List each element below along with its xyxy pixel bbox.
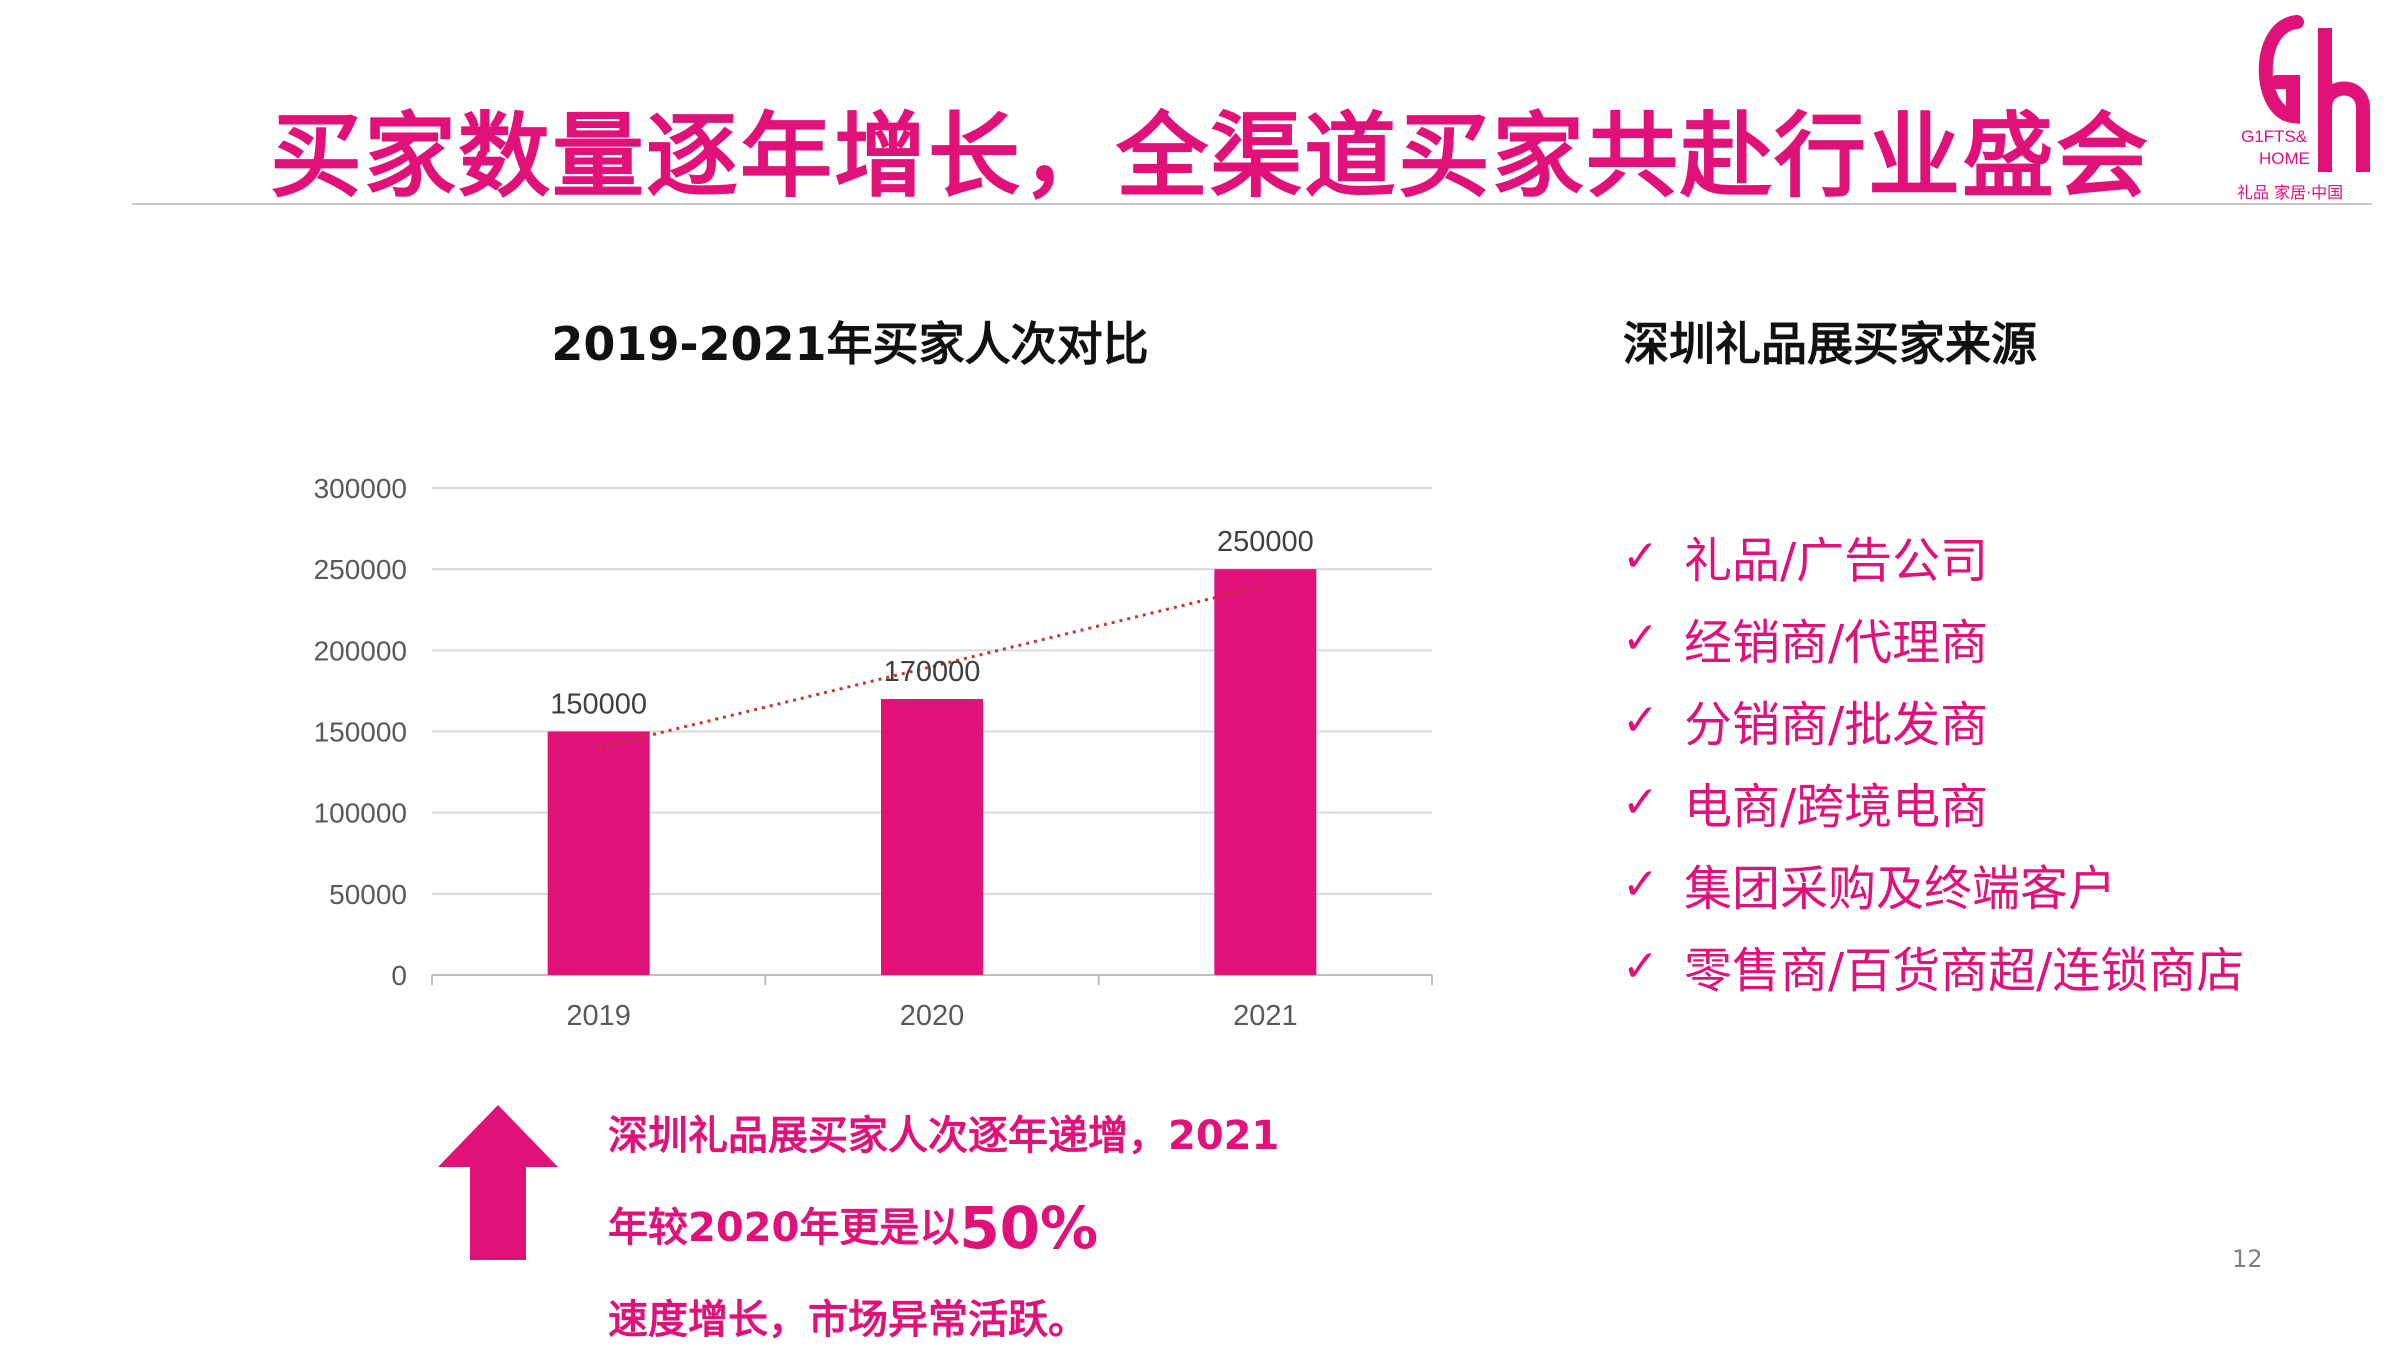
trendline: [598, 583, 1266, 750]
logo-text-home: HOME: [2259, 149, 2310, 168]
check-icon: ✓: [1622, 776, 1659, 828]
bar-2021: [1214, 569, 1317, 975]
x-axis-ticks: 2019 2020 2021: [566, 1000, 1297, 1032]
check-icon: ✓: [1622, 612, 1659, 664]
chart-data-labels: 150000 170000 250000: [550, 526, 1313, 720]
data-label: 250000: [1217, 526, 1314, 558]
source-item-label: 集团采购及终端客户: [1684, 861, 2117, 917]
y-tick-label: 0: [391, 960, 407, 991]
source-item: ✓ 分销商/批发商: [1622, 679, 2244, 761]
logo-text-chinese: 礼品 家居·中国: [2237, 183, 2343, 202]
title-divider: [132, 203, 2372, 205]
source-item: ✓ 电商/跨境电商: [1622, 761, 2244, 843]
growth-note: 深圳礼品展买家人次逐年递增，2021 年较2020年更是以 50% 速度增长，市场…: [608, 1090, 1308, 1366]
y-tick-label: 200000: [314, 635, 407, 666]
note-line-2: 年较2020年更是以 50%: [608, 1182, 1308, 1274]
source-item-label: 经销商/代理商: [1684, 615, 1989, 671]
bar-2020: [881, 699, 983, 975]
check-icon: ✓: [1622, 940, 1659, 992]
sources-title: 深圳礼品展买家来源: [1623, 317, 2037, 371]
gifts-home-logo-icon: G1FTS& HOME 礼品 家居·中国: [2237, 15, 2370, 202]
data-label: 170000: [884, 656, 981, 688]
slide-title: 买家数量逐年增长，全渠道买家共赴行业盛会: [270, 103, 2151, 210]
note-line-2-text: 年较2020年更是以: [608, 1205, 960, 1251]
x-tick-label: 2019: [566, 1000, 631, 1032]
y-tick-label: 50000: [329, 879, 407, 910]
logo-text-gifts: G1FTS&: [2241, 127, 2308, 146]
source-item-label: 礼品/广告公司: [1684, 533, 1989, 589]
chart-bars: [547, 569, 1317, 975]
chart-title: 2019-2021年买家人次对比: [551, 317, 1149, 371]
x-tick-label: 2021: [1233, 1000, 1298, 1032]
source-item-label: 零售商/百货商超/连锁商店: [1684, 943, 2245, 999]
x-tick-label: 2020: [900, 1000, 965, 1032]
bar-2019: [547, 731, 650, 975]
chart-trendline: [598, 583, 1266, 750]
buyers-bar-chart: 0 50000 100000 150000 200000 250000 300000 150…: [314, 473, 1433, 1032]
y-tick-label: 250000: [314, 554, 407, 585]
y-tick-label: 300000: [314, 473, 407, 504]
source-item-label: 分销商/批发商: [1684, 697, 1989, 753]
source-item: ✓ 经销商/代理商: [1622, 597, 2244, 679]
source-item: ✓ 集团采购及终端客户: [1622, 843, 2244, 925]
buyer-source-list: ✓ 礼品/广告公司 ✓ 经销商/代理商 ✓ 分销商/批发商 ✓ 电商/跨境电商 ✓ 集团采购及终端…: [1622, 515, 2244, 1007]
up-arrow-icon: [438, 1105, 558, 1260]
data-label: 150000: [550, 689, 647, 721]
growth-rate: 50%: [959, 1194, 1099, 1262]
source-item: ✓ 礼品/广告公司: [1622, 515, 2244, 597]
y-axis-ticks: 0 50000 100000 150000 200000 250000 300000: [314, 473, 407, 991]
note-line-3: 速度增长，市场异常活跃。: [608, 1297, 1088, 1343]
y-tick-label: 100000: [314, 798, 407, 829]
check-icon: ✓: [1622, 530, 1659, 582]
source-item: ✓ 零售商/百货商超/连锁商店: [1622, 925, 2244, 1007]
check-icon: ✓: [1622, 694, 1659, 746]
note-line-1: 深圳礼品展买家人次逐年递增，2021: [608, 1113, 1280, 1159]
page-number: 12: [2232, 1245, 2263, 1273]
source-item-label: 电商/跨境电商: [1684, 779, 1989, 835]
check-icon: ✓: [1622, 858, 1659, 910]
y-tick-label: 150000: [314, 717, 407, 748]
